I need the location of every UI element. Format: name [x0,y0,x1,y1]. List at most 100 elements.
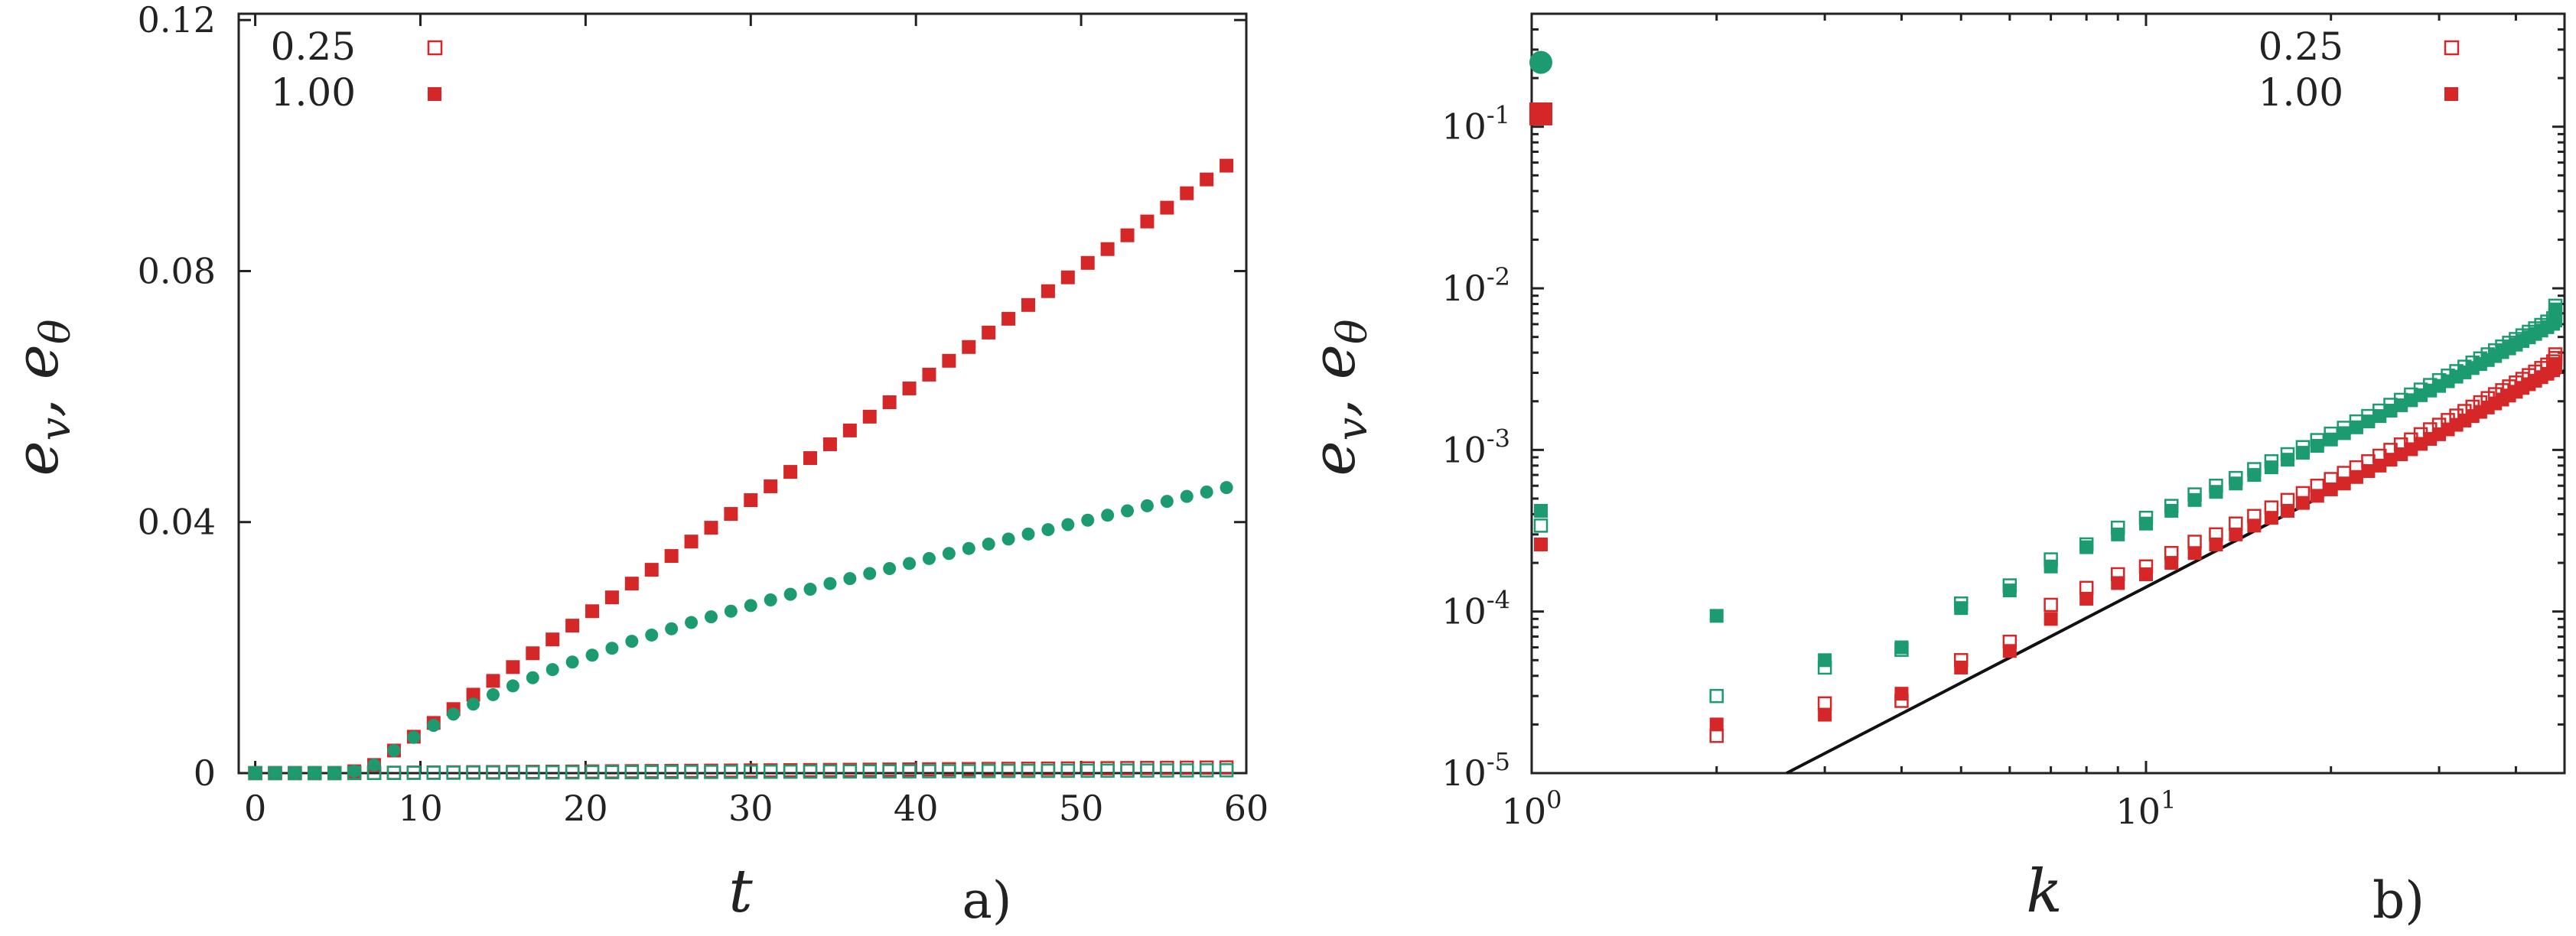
panel-b-series-5-point [2441,413,2455,427]
panel-a-series-1-point [665,622,679,635]
panel-a-series-3-point [842,764,858,779]
panel-b-series-2-point [2164,503,2179,518]
panel-a-series-3-point [308,765,322,781]
panel-a-series-0-point [545,632,560,647]
panel-b-series-5-point [2044,597,2058,613]
panel-a-y-label: ev, eθ [3,320,80,476]
panel-a-series-3-point [347,765,362,781]
panel-b-y-tick-label: 10-3 [1441,424,1510,470]
panel-a-series-1-point [843,572,857,586]
panel-a-series-1-point [685,616,699,629]
panel-b-series-3-point [2449,364,2464,379]
panel-a-series-3-point [962,764,976,778]
panel-a-series-3-point [1120,763,1135,778]
panel-a-series-3-point [585,765,600,780]
panel-a-x-tick-label: 0 [244,788,266,829]
panel-a-series-0-point [1140,214,1154,229]
panel-a-series-3-point [1060,763,1076,778]
panel-b-series-5-point [2209,527,2223,542]
panel-b-series-2-point [2079,540,2094,554]
panel-a-series-3-point [822,764,838,779]
panel-b-x-tick-label: 100 [1502,785,1562,832]
panel-b-series-5-point [2280,492,2295,508]
panel-a-series-3-point [545,765,560,780]
panel-a-series-0-point [962,340,976,354]
panel-a-legend-marker-0 [427,40,443,56]
panel-a-series-3-point [466,765,480,780]
panel-b-series-3-point [2310,433,2325,447]
panel-a-series-0-point [664,549,679,564]
panel-a-series-0-point [942,353,956,368]
panel-b-label: b) [2372,871,2425,930]
panel-a-legend-label-0: 0.25 [271,24,356,69]
panel-a-series-0-point [982,325,996,340]
panel-a-series-0-point [466,687,480,702]
panel-b-series-3-point [2110,520,2125,535]
panel-a-series-0-point [1080,255,1095,270]
panel-a-series-0-point [724,507,738,522]
panel-a-series-1-point [764,593,777,606]
panel-b-legend-marker-0 [2444,40,2460,56]
panel-a-series-3-point [565,765,580,780]
panel-b-series-3-point [1954,596,1969,611]
panel-a-legend: 0.25 1.00 [271,24,443,115]
panel-a-series-3-point [744,765,758,779]
panel-b-series-3-point [1709,688,1724,704]
panel-a-y-tick-label: 0 [194,752,216,794]
panel-a-series-3-point [1160,763,1174,778]
panel-b-series-4-point [2247,518,2262,533]
panel-a-series-1-point [1041,523,1055,537]
panel-a-series-1-point [308,766,321,780]
panel-b-series-2-point [2002,583,2017,598]
panel-a-x-tick-label: 50 [1059,788,1104,829]
panel-a-series-0-point [565,619,580,633]
panel-a-series-1-point [883,561,897,575]
panel-a-series-0-point [1160,200,1174,215]
panel-b-series-4-point [2138,567,2153,581]
panel-b-series [1529,50,2563,743]
panel-a-series-1-point [1160,495,1174,509]
panel-b-series-3-point [2138,510,2154,525]
panel-a-series-3-point [1001,763,1016,778]
panel-a-series-0-point [783,465,798,479]
panel-b-series-5-point [2413,427,2428,442]
panel-a-series-3-point [446,765,461,780]
panel-b-series-5-point [2110,567,2125,582]
panel-b-series-5-point [2465,399,2480,414]
panel-a-series-0-point [744,493,758,508]
panel-a-series-1-point [447,707,461,721]
panel-a-series-0-point [1120,228,1135,242]
panel-b-series-3-point [1817,660,1832,675]
panel-a-series-1-point [288,766,301,780]
panel-a-series-0-point [862,409,877,424]
panel-a-series-3-point [268,765,282,781]
panel-a-series-0-point [1060,270,1075,284]
panel-a-series-2-point [585,764,600,779]
panel-b-series-4-point [2079,591,2094,606]
panel-a-series-1-point [387,743,401,757]
panel-a-x-tick-label: 30 [728,788,773,829]
panel-a-series-1-point [249,766,262,780]
panel-a-series-3-point [526,765,540,780]
panel-a-series-2-point [1219,760,1234,775]
panel-b-series-3-point [2441,369,2455,383]
panel-a-series-1-point [427,719,441,733]
panel-b-series-5-point [2079,580,2094,596]
panel-a-series-1-point [942,547,956,561]
panel-b-series-5-point [2423,422,2438,437]
panel-b-series-4-point [2044,612,2058,626]
panel-a-series-0-point [922,367,936,382]
panel-a-series-3-point [624,765,640,780]
panel-a-series-2-point [545,764,560,779]
panel-b-y-tick-label: 10-5 [1441,747,1510,794]
panel-b-series-4-point [2164,556,2179,570]
panel-a-series-1-point [347,765,361,778]
panel-b-series-3-point [1894,642,1909,657]
panel-b-legend-label-1: 1.00 [2258,70,2343,115]
panel-a-x-tick-label: 10 [398,788,443,829]
panel-a-series-1-point [863,567,877,580]
panel-a-series-1-point [1200,485,1213,499]
panel-b-legend-marker-1 [2444,87,2458,101]
panel-a-series-3-point [922,764,936,778]
